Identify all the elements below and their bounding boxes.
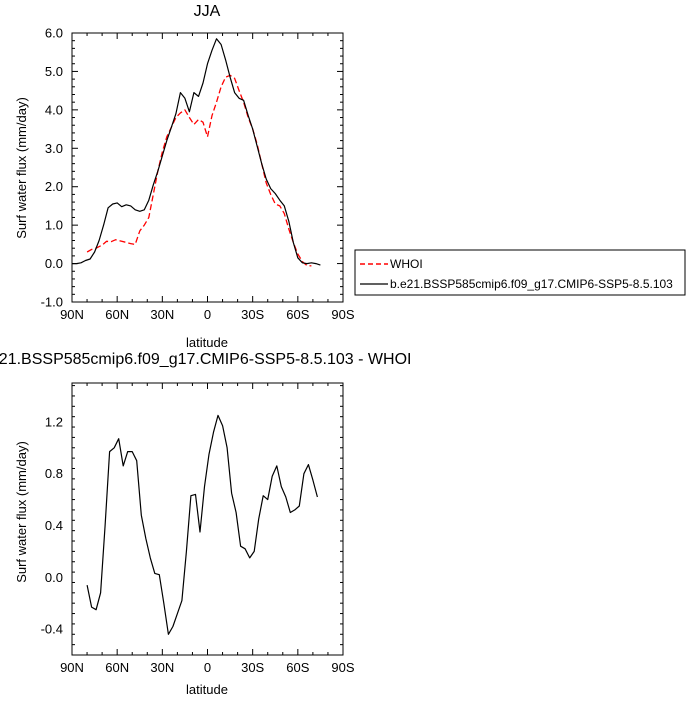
- bottom-plot-frame: [71, 382, 344, 656]
- legend-box: [354, 249, 686, 296]
- bottom-y-tick-label: 0.0: [45, 570, 63, 585]
- top-y-tick-label: 5.0: [45, 64, 63, 79]
- top-y-tick-label: 0.0: [45, 256, 63, 271]
- bottom-y-tick-label: 0.8: [45, 466, 63, 481]
- top-panel-plot: 90N 60N 30N 0 30S 60S 90S -1.0 0.0 1.0 2.0 3.0 4.0 5.…: [41, 26, 355, 323]
- bottom-x-tick-label: 60S: [286, 660, 309, 675]
- bottom-y-tick-label: 0.4: [45, 518, 63, 533]
- bottom-x-tick-label: 90N: [60, 660, 84, 675]
- top-x-tick-label: 30N: [150, 307, 174, 322]
- top-series-line-model: [72, 38, 321, 266]
- bottom-x-tick-label: 30S: [241, 660, 264, 675]
- bottom-y-tick-label: 1.2: [45, 414, 63, 429]
- top-x-tick-label: 60N: [105, 307, 129, 322]
- bottom-x-tick-label: 60N: [105, 660, 129, 675]
- top-x-tick-label: 90S: [331, 307, 354, 322]
- legend: WHOI b.e21.BSSP585cmip6.f09_g17.CMIP6-SS…: [354, 249, 686, 296]
- bottom-panel-xlabel: latitude: [186, 682, 228, 697]
- bottom-series-line-model: [86, 414, 318, 635]
- bottom-panel-plot: 90N 60N 30N 0 30S 60S 90S -0.4 0.0 0.4 0.8 1.2: [41, 382, 355, 675]
- top-y-tick-label: 4.0: [45, 102, 63, 117]
- top-y-tick-label: 6.0: [45, 26, 63, 41]
- bottom-x-tick-label: 90S: [331, 660, 354, 675]
- bottom-x-tick-label: 30N: [150, 660, 174, 675]
- top-y-tick-label: 2.0: [45, 179, 63, 194]
- top-panel-ylabel: Surf water flux (mm/day): [14, 97, 29, 239]
- top-series-line-whoi: [86, 74, 312, 267]
- top-x-tick-label: 30S: [241, 307, 264, 322]
- legend-label-model: b.e21.BSSP585cmip6.f09_g17.CMIP6-SSP5-8.…: [390, 277, 673, 291]
- bottom-panel-ylabel: Surf water flux (mm/day): [14, 441, 29, 583]
- top-y-tick-label: 1.0: [45, 218, 63, 233]
- bottom-x-tick-label: 0: [204, 660, 211, 675]
- top-y-tick-label: -1.0: [41, 295, 63, 310]
- top-x-tick-label: 90N: [60, 307, 84, 322]
- top-x-tick-label: 60S: [286, 307, 309, 322]
- top-x-tick-label: 0: [204, 307, 211, 322]
- legend-label-whoi: WHOI: [390, 257, 423, 271]
- bottom-y-tick-label: -0.4: [41, 622, 63, 637]
- top-panel-title: JJA: [194, 3, 221, 20]
- top-y-tick-label: 3.0: [45, 141, 63, 156]
- bottom-panel-title: b.e21.BSSP585cmip6.f09_g17.CMIP6-SSP5-8.…: [0, 351, 411, 368]
- top-panel-xlabel: latitude: [186, 335, 228, 350]
